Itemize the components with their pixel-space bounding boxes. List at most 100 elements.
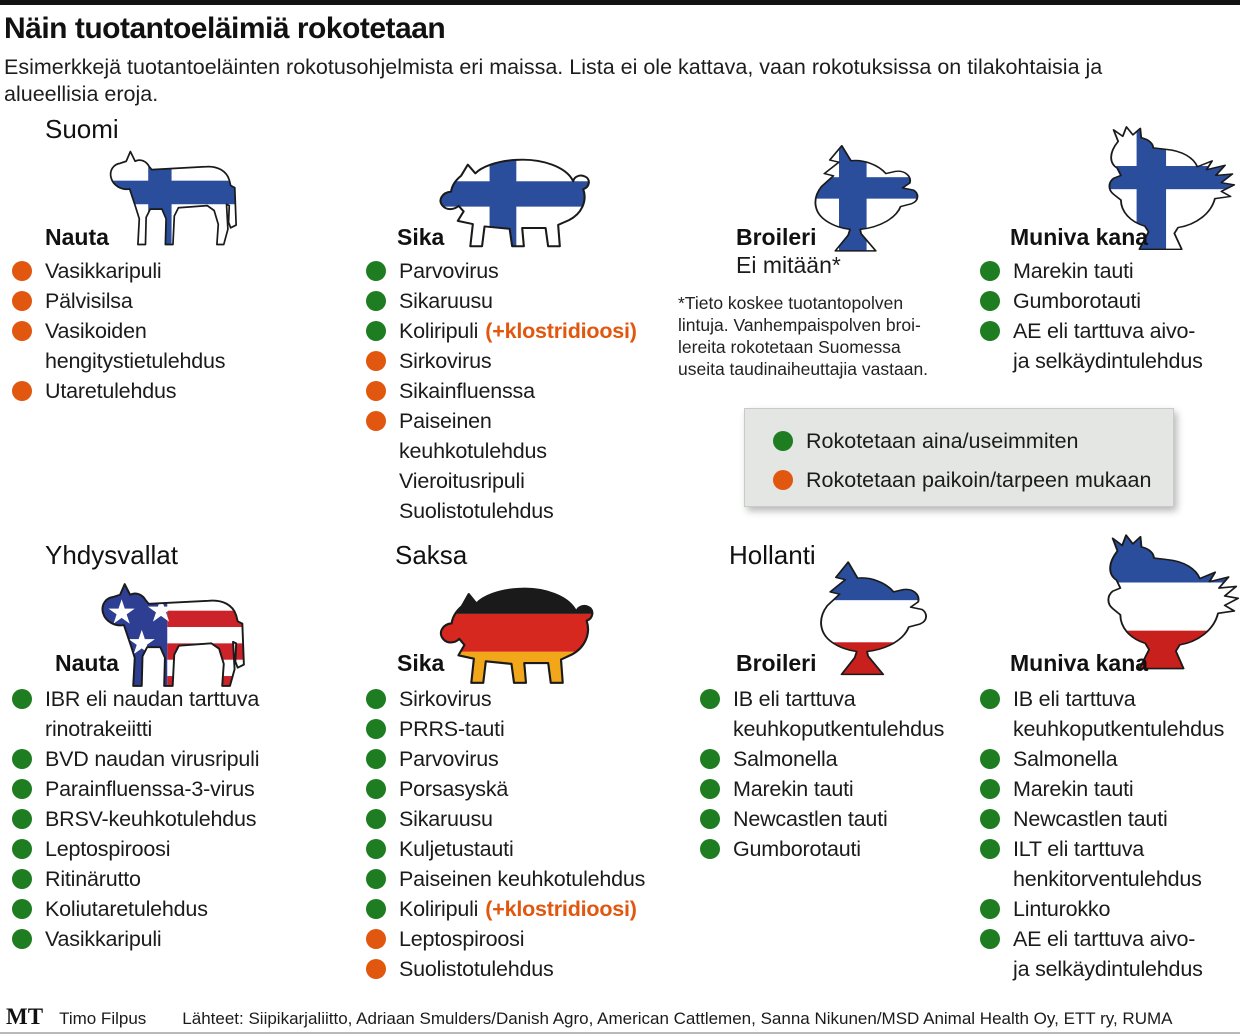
vaccine-label: Leptospiroosi	[45, 837, 171, 861]
status-dot	[366, 291, 386, 311]
vaccine-item: Vasikkaripuli	[12, 256, 342, 286]
status-dot	[980, 749, 1000, 769]
footnote-line: lintuja. Vanhempaispolven broi-	[678, 315, 921, 335]
vaccine-item: ILT eli tarttuva henkitorventulehdus	[980, 834, 1238, 894]
vaccine-label: Sirkovirus	[399, 687, 492, 711]
status-dot	[12, 381, 32, 401]
status-dot	[980, 321, 1000, 341]
vaccine-label: Gumborotauti	[1013, 289, 1141, 313]
status-dot	[366, 899, 386, 919]
animal-label-de-sika: Sika	[397, 650, 445, 676]
mt-logo: MT	[6, 1004, 44, 1029]
vaccine-item: Gumborotauti	[980, 286, 1238, 316]
status-dot	[700, 779, 720, 799]
status-dot	[366, 261, 386, 281]
vaccine-item: Kuljetustauti	[366, 834, 686, 864]
status-dot	[366, 719, 386, 739]
vaccine-item: Parainfluenssa-3-virus	[12, 774, 342, 804]
vaccine-item: Marekin tauti	[980, 256, 1238, 286]
animal-label-fi-nauta: Nauta	[45, 224, 109, 250]
vaccine-label: Vasikoiden hengitystietulehdus	[45, 319, 226, 373]
vaccine-label: Paiseinen keuhkotulehdus	[399, 867, 646, 891]
vaccine-label: Salmonella	[733, 747, 838, 771]
vaccine-label: Vasikkaripuli	[45, 259, 162, 283]
bottom-rule	[0, 1032, 1240, 1034]
status-dot	[366, 929, 386, 949]
status-dot	[12, 291, 32, 311]
vaccine-item: Sikainfluenssa	[366, 376, 686, 406]
vaccine-label: Marekin tauti	[733, 777, 854, 801]
page-subtitle: Esimerkkejä tuotantoeläinten rokotusohje…	[4, 55, 1103, 106]
vaccine-label: Utaretulehdus	[45, 379, 177, 403]
status-dot	[366, 381, 386, 401]
status-dot	[980, 291, 1000, 311]
vaccine-label: Koliripuli (+klostridioosi)	[399, 319, 637, 343]
animal-label-fi-kana: Muniva kana	[1010, 224, 1149, 250]
status-dot	[12, 869, 32, 889]
cow-finland-flag-icon	[109, 150, 237, 246]
vaccine-item: IB eli tarttuva keuhkoputkentulehdus	[700, 684, 970, 744]
vaccine-list-fi-kana: Marekin tauti Gumborotauti AE eli tarttu…	[980, 256, 1238, 376]
vaccine-label: Parvovirus	[399, 747, 499, 771]
vaccine-label: Parainfluenssa-3-virus	[45, 777, 255, 801]
vaccine-item: Vasikoiden hengitystietulehdus	[12, 316, 342, 376]
status-dot	[12, 929, 32, 949]
country-heading-yhdysvallat: Yhdysvallat	[45, 540, 178, 570]
vaccine-item: Ritinärutto	[12, 864, 342, 894]
vaccine-item: Paiseinen keuhkotulehdus	[366, 864, 686, 894]
pig-finland-flag-icon	[439, 158, 590, 248]
status-dot	[12, 689, 32, 709]
status-dot	[366, 869, 386, 889]
rooster-netherlands-flag-icon	[1107, 534, 1240, 670]
vaccine-label: Parvovirus	[399, 259, 499, 283]
vaccine-item: Koliutaretulehdus	[12, 894, 342, 924]
status-dot	[366, 809, 386, 829]
vaccine-item: Sikaruusu	[366, 804, 686, 834]
vaccine-item: Linturokko	[980, 894, 1238, 924]
page-title: Näin tuotantoeläimiä rokotetaan	[4, 12, 446, 45]
vaccine-label: Gumborotauti	[733, 837, 861, 861]
vaccine-item: Paiseinen keuhkotulehdus	[366, 406, 686, 466]
vaccine-label: Sikainfluenssa	[399, 379, 535, 403]
status-dot	[700, 689, 720, 709]
vaccine-label: Sikaruusu	[399, 289, 493, 313]
top-rule	[0, 0, 1240, 5]
status-dot	[366, 321, 386, 341]
vaccine-item: Marekin tauti	[700, 774, 970, 804]
status-dot	[700, 749, 720, 769]
vaccine-item: Newcastlen tauti	[980, 804, 1238, 834]
legend-box: Rokotetaan aina/useimmiten Rokotetaan pa…	[744, 408, 1174, 507]
country-heading-saksa: Saksa	[395, 540, 468, 570]
footer-author: Timo Filpus	[59, 1009, 147, 1028]
vaccine-label: Marekin tauti	[1013, 777, 1134, 801]
status-dot	[980, 261, 1000, 281]
status-dot	[980, 689, 1000, 709]
animal-label-fi-broileri: Broileri	[736, 224, 817, 250]
vaccine-label: AE eli tarttuva aivo-ja selkäydintulehdu…	[1013, 927, 1203, 981]
vaccine-item: Vasikkaripuli	[12, 924, 342, 954]
fi-broileri-none-label: Ei mitään*	[736, 252, 841, 278]
footnote-line: lereita rokotetaan Suomessa	[678, 337, 901, 357]
vaccine-label: Suolistotulehdus	[399, 499, 554, 523]
broiler-finland-flag-icon	[814, 145, 919, 252]
vaccine-label: PRRS-tauti	[399, 717, 505, 741]
vaccine-item: Leptospiroosi	[12, 834, 342, 864]
status-dot	[700, 839, 720, 859]
vaccine-label: Newcastlen tauti	[1013, 807, 1168, 831]
vaccine-item: Sikaruusu	[366, 286, 686, 316]
vaccine-label: Suolistotulehdus	[399, 957, 554, 981]
vaccine-label: Sikaruusu	[399, 807, 493, 831]
legend-label: Rokotetaan paikoin/tarpeen mukaan	[806, 468, 1152, 492]
legend-item-sometimes: Rokotetaan paikoin/tarpeen mukaan	[773, 465, 1173, 495]
vaccine-label: Newcastlen tauti	[733, 807, 888, 831]
vaccine-label: Kuljetustauti	[399, 837, 514, 861]
animal-label-us-nauta: Nauta	[55, 650, 119, 676]
vaccine-label: Pälvisilsa	[45, 289, 133, 313]
status-dot	[366, 689, 386, 709]
orange-dot-icon	[773, 470, 793, 490]
vaccine-label: Vasikkaripuli	[45, 927, 162, 951]
vaccine-label: Ritinärutto	[45, 867, 141, 891]
rooster-finland-flag-icon	[1108, 126, 1236, 251]
vaccine-label: IBR eli naudan tarttuva rinotrakeiitti	[45, 687, 260, 741]
vaccine-list-fi-sika: Parvovirus Sikaruusu Koliripuli (+klostri…	[366, 256, 686, 526]
